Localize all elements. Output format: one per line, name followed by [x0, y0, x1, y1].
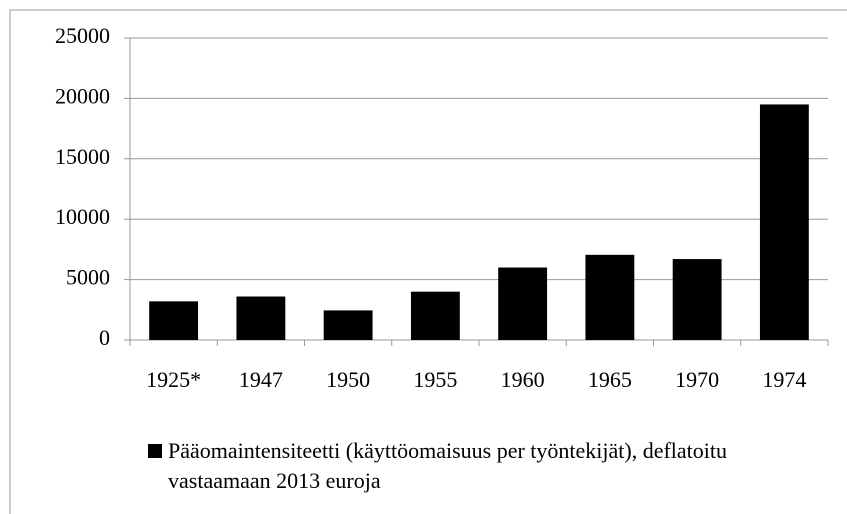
legend: Pääomaintensiteetti (käyttöomaisuus per …: [148, 436, 828, 496]
bar: [672, 259, 722, 340]
bar: [759, 104, 809, 340]
x-tick-label: 1955: [413, 367, 457, 392]
bar: [410, 291, 460, 340]
bar: [323, 310, 373, 340]
bar: [498, 267, 548, 340]
chart-border: [9, 9, 847, 514]
x-tick-label: 1925*: [146, 367, 201, 392]
bar: [149, 301, 199, 340]
x-tick-label: 1970: [675, 367, 719, 392]
bar: [236, 296, 286, 340]
legend-label: Pääomaintensiteetti (käyttöomaisuus per …: [168, 438, 728, 493]
x-tick-label: 1947: [239, 367, 283, 392]
x-tick-label: 1950: [326, 367, 370, 392]
y-tick-label: 0: [99, 325, 110, 350]
y-tick-label: 25000: [55, 23, 110, 48]
x-tick-label: 1960: [501, 367, 545, 392]
y-tick-label: 20000: [55, 83, 110, 108]
x-tick-label: 1974: [762, 367, 806, 392]
y-tick-label: 10000: [55, 204, 110, 229]
y-tick-label: 15000: [55, 144, 110, 169]
bar: [585, 254, 635, 340]
x-tick-label: 1965: [588, 367, 632, 392]
legend-swatch: [148, 444, 162, 458]
y-tick-label: 5000: [66, 265, 110, 290]
